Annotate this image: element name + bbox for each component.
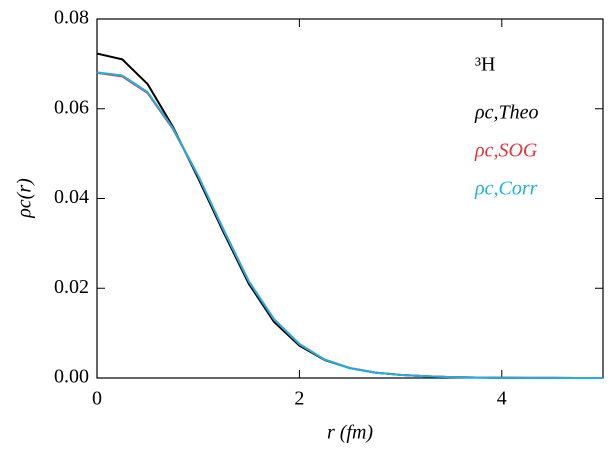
- y-tick-label: 0.00: [54, 366, 89, 388]
- y-tick-label: 0.02: [54, 276, 89, 298]
- y-tick-label: 0.06: [54, 96, 89, 118]
- annotation: ³H: [475, 54, 495, 76]
- legend-entry: ρc,Corr: [474, 178, 538, 200]
- y-tick-label: 0.04: [54, 186, 89, 208]
- line-series: [96, 71, 604, 379]
- x-axis-label: r (fm): [327, 422, 373, 444]
- y-axis-label: ρc(r): [14, 178, 36, 219]
- x-tick-label: 0: [92, 388, 102, 410]
- legend-entry: ρc,Theo: [474, 102, 538, 124]
- legend-entry: ρc,SOG: [474, 140, 538, 162]
- x-tick-label: 2: [294, 388, 304, 410]
- y-tick-label: 0.08: [54, 7, 89, 29]
- x-tick-label: 4: [497, 388, 507, 410]
